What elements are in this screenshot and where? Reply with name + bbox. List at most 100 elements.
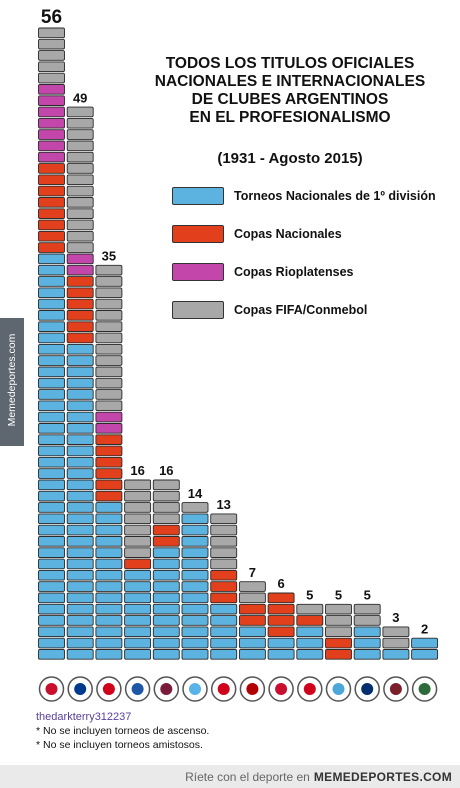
club-crest-fill-4 xyxy=(131,683,144,695)
bar-block-1-3 xyxy=(38,151,65,163)
bar-block-4-1 xyxy=(124,649,152,660)
club-crest-fill-7 xyxy=(217,683,230,695)
bar-block-9-1 xyxy=(267,637,295,649)
bar-block-1-1 xyxy=(38,366,65,378)
bar-block-13-4 xyxy=(382,626,410,638)
bar-block-3-2 xyxy=(95,468,123,479)
bar-block-1-1 xyxy=(38,569,65,581)
bar-block-4-1 xyxy=(124,581,152,592)
bar-block-2-1 xyxy=(66,615,94,626)
bar-block-9-2 xyxy=(267,592,295,604)
bar-block-6-4 xyxy=(181,502,209,513)
bar-block-7-1 xyxy=(210,626,238,638)
bar-block-7-4 xyxy=(210,547,238,558)
bar-block-1-1 xyxy=(38,626,65,638)
club-crest-fill-2 xyxy=(74,683,87,695)
author-credit: thedarkterry312237 xyxy=(36,711,132,723)
bar-block-1-3 xyxy=(38,117,65,129)
bar-block-3-2 xyxy=(95,456,123,468)
bar-block-4-4 xyxy=(124,490,152,502)
bar-block-4-4 xyxy=(124,513,152,525)
bar-block-1-4 xyxy=(38,38,65,50)
bar-block-3-1 xyxy=(95,502,123,513)
total-label-14: 2 xyxy=(421,621,428,636)
total-label-2: 49 xyxy=(73,90,87,105)
bar-block-5-1 xyxy=(152,603,180,615)
bar-block-5-1 xyxy=(152,558,180,570)
bar-block-11-4 xyxy=(325,615,352,626)
bar-block-7-2 xyxy=(210,592,238,604)
bar-block-7-1 xyxy=(210,615,238,626)
bar-block-3-1 xyxy=(95,626,123,638)
legend-swatch-copas-nacionales xyxy=(172,225,224,243)
bar-block-2-4 xyxy=(66,174,94,186)
bar-block-8-1 xyxy=(238,626,266,638)
bar-block-3-4 xyxy=(95,377,123,389)
total-label-11: 5 xyxy=(335,588,342,603)
bar-block-5-4 xyxy=(152,490,180,502)
bar-block-2-1 xyxy=(66,423,94,434)
bar-block-1-2 xyxy=(38,219,65,231)
bar-block-1-1 xyxy=(38,400,65,412)
bar-block-2-4 xyxy=(66,185,94,197)
note-ascenso: * No se incluyen torneos de ascenso. xyxy=(36,725,210,737)
bar-block-6-1 xyxy=(181,581,209,592)
bar-block-5-1 xyxy=(152,615,180,626)
bar-block-1-1 xyxy=(38,264,65,276)
bar-block-8-2 xyxy=(238,615,266,626)
bar-block-2-4 xyxy=(66,140,94,152)
bar-block-5-1 xyxy=(152,637,180,649)
bar-block-2-1 xyxy=(66,355,94,366)
bar-block-5-1 xyxy=(152,569,180,581)
bar-block-8-4 xyxy=(238,592,266,604)
bar-block-3-1 xyxy=(95,592,123,604)
bar-block-1-2 xyxy=(38,242,65,253)
bar-block-7-2 xyxy=(210,569,238,581)
bar-block-1-2 xyxy=(38,174,65,186)
bar-block-3-1 xyxy=(95,558,123,570)
bar-block-6-1 xyxy=(181,637,209,649)
bar-block-1-1 xyxy=(38,592,65,604)
legend-swatch-torneos xyxy=(172,187,224,205)
bar-block-2-1 xyxy=(66,400,94,412)
bar-block-1-3 xyxy=(38,95,65,106)
bar-block-1-3 xyxy=(38,140,65,152)
bar-block-1-2 xyxy=(38,197,65,208)
bar-block-3-1 xyxy=(95,547,123,558)
footer-brand[interactable]: MEMEDEPORTES.COM xyxy=(313,769,452,784)
bar-block-12-1 xyxy=(353,637,381,649)
bar-block-2-4 xyxy=(66,230,94,242)
bar-block-2-1 xyxy=(66,445,94,457)
bar-block-2-1 xyxy=(66,366,94,378)
total-label-3: 35 xyxy=(102,249,116,264)
bar-block-1-1 xyxy=(38,502,65,513)
bar-block-11-4 xyxy=(325,626,352,638)
chart-title-line-2: NACIONALES E INTERNACIONALES xyxy=(154,73,426,90)
bar-block-1-1 xyxy=(38,355,65,366)
bar-block-9-2 xyxy=(267,603,295,615)
bar-block-6-1 xyxy=(181,649,209,660)
bar-block-1-1 xyxy=(38,547,65,558)
bar-block-6-1 xyxy=(181,569,209,581)
bar-block-4-1 xyxy=(124,626,152,638)
bar-block-5-1 xyxy=(152,581,180,592)
bar-block-2-1 xyxy=(66,479,94,491)
bar-block-6-1 xyxy=(181,558,209,570)
chart-title-line-1: TODOS LOS TITULOS OFICIALES xyxy=(165,55,415,72)
side-watermark-text: Memedeportes.com xyxy=(6,333,18,427)
bar-block-2-4 xyxy=(66,163,94,174)
bar-block-1-4 xyxy=(38,72,65,84)
bar-block-2-1 xyxy=(66,524,94,536)
club-crest-fill-5 xyxy=(160,683,173,695)
bar-block-2-4 xyxy=(66,219,94,231)
bar-block-3-3 xyxy=(95,423,123,434)
bar-block-2-2 xyxy=(66,276,94,287)
bar-block-2-1 xyxy=(66,637,94,649)
bar-block-7-2 xyxy=(210,581,238,592)
bar-block-2-4 xyxy=(66,197,94,208)
bar-block-1-4 xyxy=(38,50,65,61)
bar-block-1-1 xyxy=(38,310,65,321)
bar-block-4-4 xyxy=(124,547,152,558)
chart-title-line-4: EN EL PROFESIONALISMO xyxy=(189,109,391,126)
bar-block-2-1 xyxy=(66,558,94,570)
